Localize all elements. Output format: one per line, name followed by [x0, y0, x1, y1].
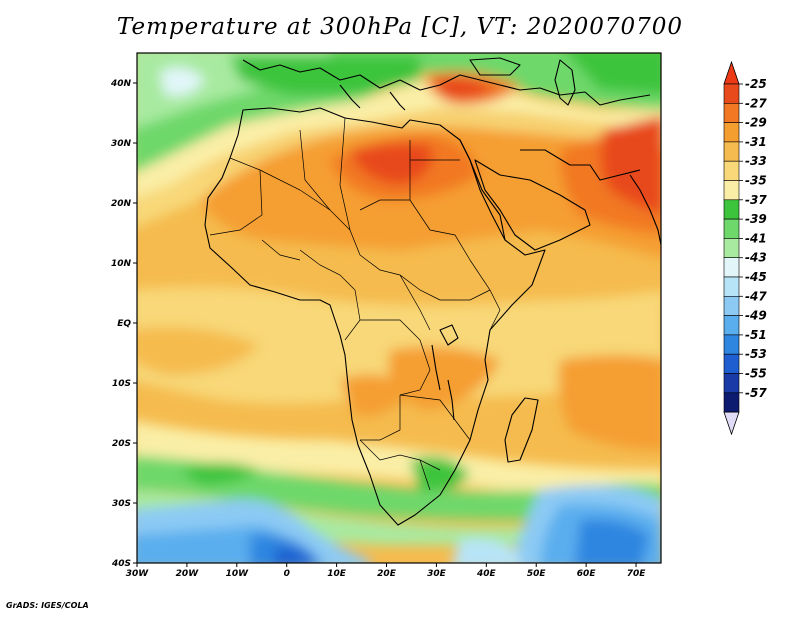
x-tick-label: 20W: [176, 569, 200, 579]
colorbar-label: -29: [745, 116, 767, 130]
colorbar-label: -27: [745, 96, 767, 110]
colorbar-swatch: [723, 276, 740, 297]
x-tick-label: 30W: [126, 569, 150, 579]
country-borders: [209, 117, 501, 491]
colorbar-bottom-arrow: [723, 411, 740, 436]
colorbar-swatch: [723, 373, 740, 394]
colorbar-label: -35: [745, 174, 767, 188]
colorbar-swatch: [723, 83, 740, 104]
colorbar-swatch: [723, 238, 740, 258]
colorbar-label: -53: [745, 347, 767, 361]
y-tick-label: 10S: [112, 379, 131, 389]
colorbar-swatch: [723, 218, 740, 239]
y-tick-label: 10N: [111, 259, 132, 269]
colorbar-swatch: [723, 199, 740, 220]
x-tick-label: 60E: [577, 569, 597, 579]
colorbar-swatch: [723, 180, 740, 201]
colorbar-label: -25: [745, 77, 767, 91]
colorbar-label: -51: [745, 328, 767, 342]
colorbar-swatch: [723, 141, 740, 162]
colorbar-label: -57: [745, 386, 767, 400]
x-tick-label: 30E: [427, 569, 447, 579]
colorbar-swatch: [723, 353, 740, 374]
temperature-field: [137, 53, 661, 563]
x-tick-label: 70E: [627, 569, 647, 579]
colorbar-top-arrow: [723, 60, 740, 85]
y-tick-label: 40S: [111, 559, 131, 569]
y-tick-label: 30S: [112, 499, 131, 509]
colorbar-label: -47: [745, 289, 767, 303]
plot-frame: [136, 52, 662, 564]
colorbar: -25 -27 -29 -31 -33 -35 -37 -39 -41 -43 -45 -47 -49 -…: [723, 60, 767, 436]
colorbar-swatch: [723, 295, 740, 316]
colorbar-swatch: [723, 103, 740, 123]
colorbar-label: -41: [745, 231, 767, 245]
colorbar-swatch: [723, 257, 740, 278]
colorbar-label: -43: [745, 251, 767, 265]
colorbar-label: -33: [745, 154, 767, 168]
colorbar-swatch: [723, 315, 740, 336]
colorbar-label: -37: [745, 193, 767, 207]
colorbar-swatch: [723, 392, 740, 413]
colorbar-label: -31: [745, 135, 767, 149]
colorbar-label: -45: [745, 270, 767, 284]
x-tick-label: 50E: [527, 569, 547, 579]
colorbar-label: -39: [745, 212, 767, 226]
y-axis: 40N 30N 20N 10N EQ 10S 20S 30S 40S: [110, 79, 137, 569]
colorbar-label: -55: [745, 367, 767, 381]
y-tick-label: 20S: [112, 439, 131, 449]
coastlines: [204, 57, 661, 526]
x-tick-label: 10W: [226, 569, 250, 579]
x-tick-label: 10E: [327, 569, 347, 579]
y-tick-label: 20N: [111, 199, 132, 209]
x-axis: 30W 20W 10W 0 10E 20E 30E 40E 50E 60E 70E: [126, 563, 646, 579]
y-tick-label: 30N: [111, 139, 132, 149]
y-tick-label: 40N: [110, 79, 132, 89]
x-tick-label: 0: [284, 569, 290, 579]
x-tick-label: 20E: [377, 569, 397, 579]
x-tick-label: 40E: [476, 569, 497, 579]
colorbar-label: -49: [745, 309, 767, 323]
map-title: Temperature at 300hPa [C], VT: 202007070…: [116, 14, 684, 40]
grads-credit: GrADS: IGES/COLA: [6, 601, 89, 610]
colorbar-swatch: [723, 334, 740, 355]
colorbar-swatch: [723, 160, 740, 181]
y-tick-label: EQ: [117, 319, 131, 329]
colorbar-swatch: [723, 122, 740, 143]
